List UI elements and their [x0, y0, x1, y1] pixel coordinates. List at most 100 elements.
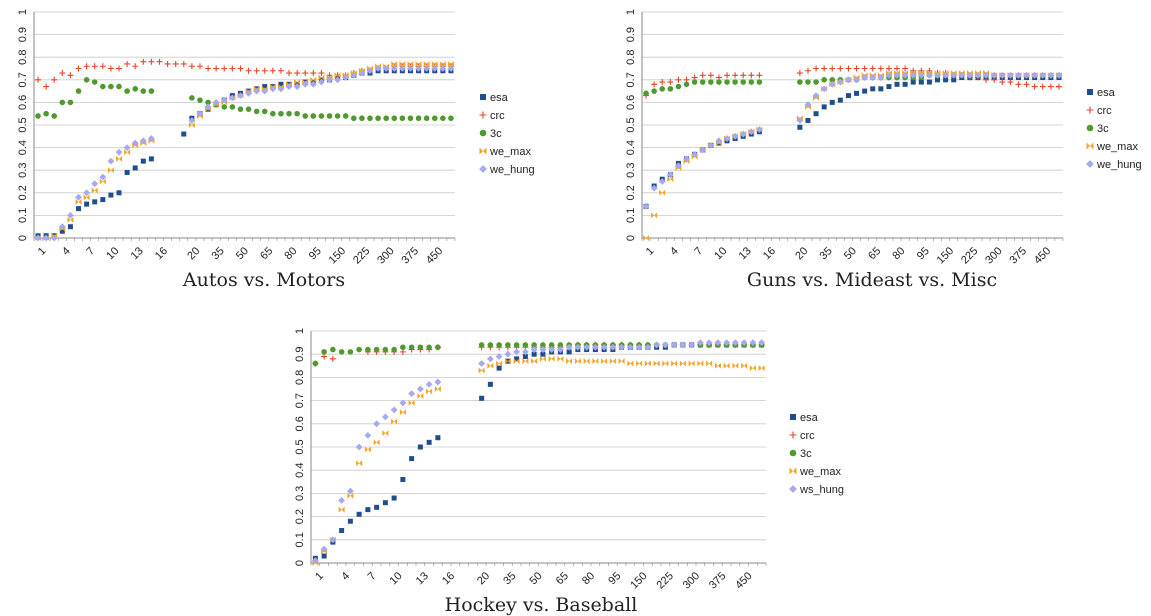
- x-tick-label: 35: [210, 245, 227, 262]
- y-tick-label: 0.8: [294, 370, 306, 385]
- data-point: [1056, 84, 1062, 90]
- data-point: [356, 444, 363, 451]
- data-point: [417, 393, 423, 399]
- data-point: [270, 68, 276, 74]
- data-point: [878, 86, 883, 91]
- data-point: [814, 111, 819, 116]
- y-tick-label: 0.4: [625, 140, 637, 155]
- legend-marker: [789, 485, 797, 493]
- x-tick-label: 10: [104, 245, 121, 262]
- data-point: [400, 409, 406, 415]
- x-tick-label: 225: [654, 570, 675, 591]
- data-point: [854, 91, 859, 96]
- series-crc: [35, 59, 454, 90]
- data-point: [108, 167, 114, 173]
- data-point: [418, 445, 423, 450]
- series-crc: [643, 66, 1062, 99]
- data-point: [680, 360, 686, 366]
- y-tick-label: 1: [625, 9, 637, 15]
- x-tick-label: 16: [440, 570, 457, 587]
- series-we_hung: [643, 72, 1063, 210]
- data-point: [903, 82, 908, 87]
- data-point: [365, 507, 370, 512]
- data-point: [84, 77, 90, 83]
- data-point: [575, 358, 581, 364]
- data-point: [92, 79, 98, 85]
- data-point: [382, 430, 388, 436]
- data-point: [165, 61, 171, 67]
- data-point: [496, 342, 502, 348]
- data-point: [383, 500, 388, 505]
- data-point: [356, 347, 362, 353]
- data-point: [797, 79, 803, 85]
- chart-autos-vs-motors: 00.10.20.30.40.50.60.70.80.911 4 7 10 13 16 20…: [17, 9, 535, 291]
- data-point: [417, 386, 424, 393]
- data-point: [270, 111, 276, 117]
- y-tick-label: 0.5: [625, 117, 637, 132]
- y-tick-label: 0.8: [625, 50, 637, 65]
- x-tick-label: 80: [890, 245, 907, 262]
- y-tick-label: 0.2: [625, 185, 637, 200]
- data-point: [68, 224, 73, 229]
- data-point: [335, 113, 341, 119]
- data-point: [700, 72, 706, 78]
- data-point: [821, 77, 827, 83]
- data-point: [92, 199, 97, 204]
- x-tick-label: 95: [307, 245, 324, 262]
- data-point: [426, 381, 433, 388]
- data-point: [92, 63, 98, 69]
- data-point: [156, 59, 162, 65]
- data-point: [116, 156, 122, 162]
- data-point: [797, 70, 803, 76]
- data-point: [1048, 84, 1054, 90]
- data-point: [894, 66, 900, 72]
- legend-label: 3c: [1097, 123, 1109, 135]
- data-point: [448, 115, 454, 121]
- legend: esacrc3cwe_maxws_hung: [789, 412, 844, 496]
- data-point: [724, 79, 730, 85]
- legend-marker: [480, 112, 487, 119]
- data-point: [505, 342, 511, 348]
- data-point: [522, 358, 528, 364]
- data-point: [246, 106, 252, 112]
- data-point: [706, 360, 712, 366]
- x-tick-label: 13: [129, 245, 146, 262]
- series-we_hung: [35, 65, 455, 241]
- legend-label: we_max: [799, 466, 841, 478]
- legend-marker: [1086, 160, 1094, 168]
- data-point: [740, 79, 746, 85]
- data-point: [610, 358, 616, 364]
- data-point: [100, 63, 106, 69]
- data-point: [294, 70, 300, 76]
- data-point: [523, 342, 529, 348]
- legend-label: we_max: [489, 146, 531, 158]
- data-point: [229, 66, 235, 72]
- y-tick-label: 1: [17, 9, 29, 15]
- x-tick-label: 20: [793, 245, 810, 262]
- data-point: [797, 125, 802, 130]
- data-point: [348, 349, 354, 355]
- data-point: [636, 360, 642, 366]
- data-point: [862, 89, 867, 94]
- x-tick-label: 4: [60, 245, 73, 258]
- data-point: [43, 84, 49, 90]
- data-point: [514, 342, 520, 348]
- y-tick-label: 0.4: [294, 463, 306, 478]
- data-point: [689, 360, 695, 366]
- gridlines: [642, 12, 1063, 238]
- x-tick-label: 65: [866, 245, 883, 262]
- data-point: [330, 347, 336, 353]
- data-point: [339, 349, 345, 355]
- data-point: [278, 68, 284, 74]
- data-point: [100, 84, 106, 90]
- x-tick-label: 150: [935, 245, 956, 266]
- data-point: [286, 111, 292, 117]
- y-tick-label: 0.2: [17, 185, 29, 200]
- legend-marker: [1087, 89, 1093, 95]
- x-tick-label: 4: [668, 245, 681, 258]
- legend-marker: [1087, 143, 1094, 150]
- data-point: [659, 190, 665, 196]
- data-point: [51, 113, 57, 119]
- legend-marker: [480, 130, 487, 137]
- data-point: [435, 435, 440, 440]
